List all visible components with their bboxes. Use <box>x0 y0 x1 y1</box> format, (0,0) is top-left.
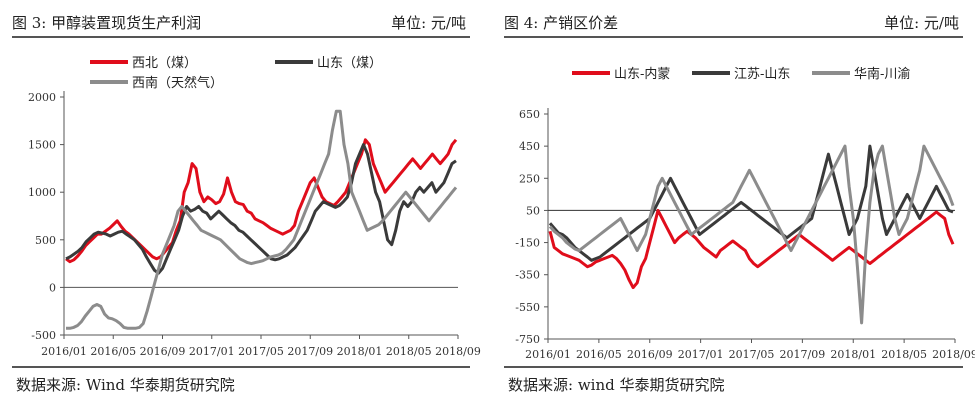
legend-label: 西北（煤） <box>132 56 197 71</box>
y-tick-label: -350 <box>515 269 540 282</box>
profit-line-chart: 2000 1500 1000 500 0 -500 2016/01 2016/05 2016/0… <box>28 56 481 358</box>
chart-source: 数据来源: Wind 华泰期货研究院 <box>16 376 235 394</box>
y-tick-label: 2000 <box>28 91 56 104</box>
series-line-2 <box>65 143 457 275</box>
x-tick-label: 2018/09 <box>932 348 975 361</box>
chart-footer: 数据来源: wind 华泰期货研究院 <box>504 366 963 398</box>
y-tick-label: -550 <box>515 301 540 314</box>
x-tick-label: 2017/09 <box>780 348 826 361</box>
x-tick-label: 2017/09 <box>287 345 333 358</box>
x-tick-label: 2017/01 <box>189 345 235 358</box>
chart-header: 图 4: 产销区价差 单位: 元/吨 <box>504 8 963 38</box>
x-tick-label: 2018/01 <box>830 348 876 361</box>
legend-label: 江苏-山东 <box>734 66 790 82</box>
x-tick-label: 2017/01 <box>678 348 724 361</box>
y-tick-label: 450 <box>519 140 540 153</box>
chart-title: 图 4: 产销区价差 <box>504 14 619 32</box>
chart-unit: 单位: 元/吨 <box>884 14 959 32</box>
x-tick-label: 2016/01 <box>41 345 87 358</box>
x-tick-label: 2017/05 <box>729 348 775 361</box>
series-line-1 <box>548 208 955 290</box>
chart-panel-right: 图 4: 产销区价差 单位: 元/吨 650 450 250 50 -150 -350 -5… <box>492 0 975 405</box>
y-tick-label: -750 <box>515 333 540 346</box>
chart-unit: 单位: 元/吨 <box>391 14 466 32</box>
x-tick-label: 2016/05 <box>576 348 622 361</box>
y-tick-label: -150 <box>515 237 540 250</box>
series-line-3 <box>66 109 458 330</box>
chart-title: 图 3: 甲醇装置现货生产利润 <box>12 14 202 32</box>
y-tick-label: 0 <box>49 281 56 294</box>
x-tick-label: 2018/05 <box>386 345 432 358</box>
chart-source: 数据来源: wind 华泰期货研究院 <box>508 376 725 394</box>
y-tick-label: 250 <box>519 172 540 185</box>
legend-label: 华南-川渝 <box>854 66 910 82</box>
legend-label: 山东-内蒙 <box>614 66 670 82</box>
chart-footer: 数据来源: Wind 华泰期货研究院 <box>12 366 470 398</box>
y-tick-label: 1000 <box>28 186 56 199</box>
y-tick-label: 650 <box>519 108 540 121</box>
legend-label: 山东（煤） <box>317 56 382 71</box>
x-tick-label: 2016/01 <box>525 348 571 361</box>
x-tick-label: 2016/05 <box>90 345 136 358</box>
series-line-3 <box>548 144 955 325</box>
legend-label: 西南（天然气） <box>132 75 223 91</box>
y-tick-label: 1500 <box>28 139 56 152</box>
series-line-2 <box>548 144 954 262</box>
x-tick-label: 2018/09 <box>435 345 481 358</box>
x-tick-label: 2018/01 <box>337 345 383 358</box>
x-tick-label: 2017/05 <box>238 345 284 358</box>
x-tick-label: 2016/09 <box>140 345 186 358</box>
chart-panel-left: 图 3: 甲醇装置现货生产利润 单位: 元/吨 2000 1500 1000 500 0… <box>0 0 482 405</box>
spread-line-chart: 650 450 250 50 -150 -350 -550 -750 2016/01 2016/0… <box>515 66 975 361</box>
x-tick-label: 2018/05 <box>881 348 927 361</box>
y-tick-label: 500 <box>35 234 56 247</box>
y-tick-label: 50 <box>526 204 540 217</box>
y-tick-label: -500 <box>31 329 56 342</box>
x-tick-label: 2016/09 <box>627 348 673 361</box>
chart-header: 图 3: 甲醇装置现货生产利润 单位: 元/吨 <box>12 8 470 38</box>
